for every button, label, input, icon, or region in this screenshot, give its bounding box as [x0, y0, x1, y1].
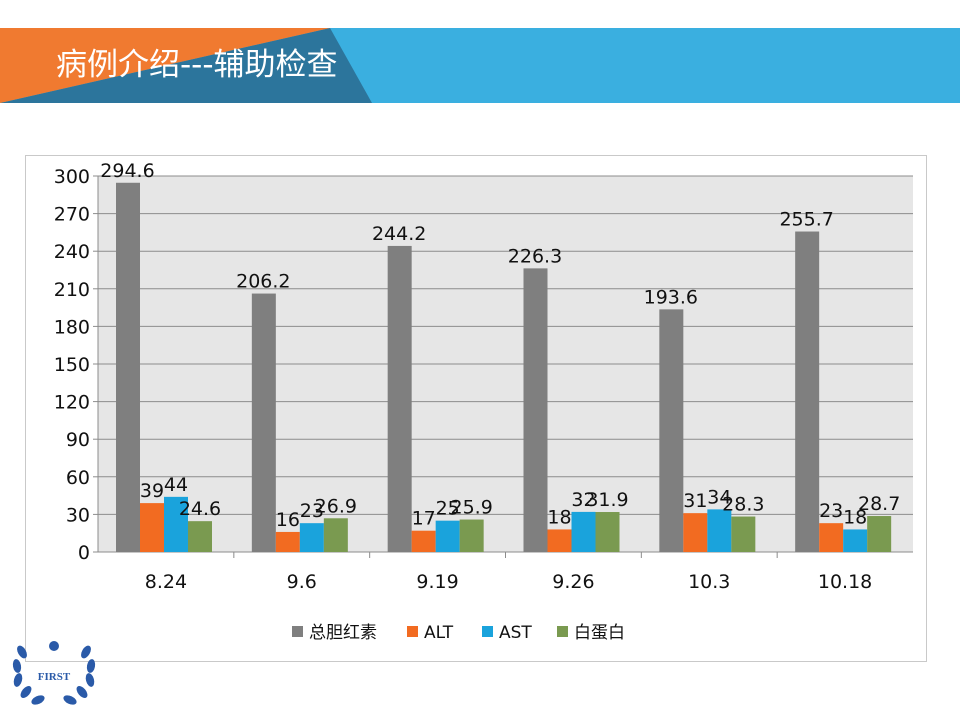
data-label: 44: [164, 474, 188, 496]
y-tick-label: 0: [78, 542, 90, 564]
data-label: 31.9: [586, 489, 628, 511]
data-label: 18: [843, 506, 867, 528]
bar-白蛋白: [323, 518, 348, 552]
data-label: 17: [412, 508, 436, 530]
x-tick-label: 8.24: [145, 571, 187, 593]
bar-总胆红素: [795, 231, 820, 552]
bar-总胆红素: [387, 245, 412, 552]
y-tick-label: 240: [54, 241, 90, 263]
legend-label: 白蛋白: [574, 623, 625, 643]
logo: FIRST: [8, 632, 100, 712]
data-label: 16: [276, 509, 300, 531]
data-label: 25.9: [451, 497, 493, 519]
bar-ALT: [547, 529, 572, 552]
laurel-leaves: [12, 641, 96, 705]
bar-AST: [571, 511, 596, 552]
data-label: 193.6: [644, 286, 698, 308]
y-tick-label: 90: [66, 429, 90, 451]
x-tick-label: 9.19: [416, 571, 458, 593]
bar-白蛋白: [731, 516, 756, 552]
data-label: 226.3: [508, 245, 562, 267]
data-label: 28.7: [858, 493, 900, 515]
bar-ALT: [140, 503, 164, 552]
bar-总胆红素: [251, 293, 276, 552]
bar-总胆红素: [659, 309, 684, 552]
x-tick-label: 10.3: [688, 571, 730, 593]
bar-白蛋白: [595, 512, 620, 552]
legend-swatch: [482, 626, 493, 637]
chart-container: 0 30 60 90 120 150 180 210 240 270 300 8.24 294.6 39 4…: [25, 155, 927, 662]
legend-label: ALT: [424, 623, 454, 643]
laurel-emblem-icon: FIRST: [12, 641, 96, 705]
bar-ALT: [819, 523, 844, 552]
bar-AST: [707, 509, 732, 552]
data-label: 34: [707, 486, 731, 508]
y-tick-label: 300: [54, 166, 90, 188]
x-tick-label: 10.18: [818, 571, 872, 593]
legend-swatch: [557, 626, 568, 637]
bar-白蛋白: [867, 516, 892, 552]
legend-swatch: [407, 626, 418, 637]
bar-AST: [843, 529, 868, 552]
slide-title: 病例介绍---辅助检查: [56, 47, 338, 83]
data-label: 32: [571, 489, 595, 511]
data-label: 206.2: [236, 271, 290, 293]
data-label: 23: [819, 500, 843, 522]
bar-白蛋白: [459, 519, 484, 552]
y-tick-label: 60: [66, 467, 90, 489]
bar-总胆红素: [523, 268, 548, 552]
y-tick-label: 30: [66, 504, 90, 526]
data-label: 25: [436, 498, 460, 520]
data-label: 244.2: [372, 223, 426, 245]
bar-AST: [299, 523, 324, 552]
y-tick-label: 210: [54, 279, 90, 301]
y-tick-label: 120: [54, 392, 90, 414]
data-label: 24.6: [179, 498, 221, 520]
y-tick-label: 270: [54, 204, 90, 226]
bar-AST: [164, 496, 188, 552]
banner-navy-wedge: [0, 28, 372, 103]
bar-AST: [435, 520, 460, 552]
bar-ALT: [683, 513, 708, 552]
x-tick-label: 9.6: [287, 571, 317, 593]
legend-label: 总胆红素: [309, 623, 377, 643]
data-label: 255.7: [779, 209, 833, 231]
x-tick-label: 9.26: [552, 571, 594, 593]
data-label: 31: [683, 490, 707, 512]
bar-ALT: [411, 530, 436, 552]
y-tick-label: 150: [54, 354, 90, 376]
legend-swatch: [292, 626, 303, 637]
data-label: 294.6: [100, 160, 154, 182]
title-banner: [0, 28, 960, 103]
bar-总胆红素: [116, 182, 140, 552]
data-label: 28.3: [722, 494, 764, 516]
data-label: 26.9: [315, 495, 357, 517]
legend-label: AST: [499, 623, 532, 643]
logo-text: FIRST: [38, 671, 71, 683]
data-label: 23: [300, 500, 324, 522]
data-label: 39: [140, 480, 164, 502]
bar-ALT: [275, 531, 300, 552]
banner-shapes: [0, 28, 960, 103]
bar-白蛋白: [188, 521, 212, 552]
bar-chart: 0 30 60 90 120 150 180 210 240 270 300 8.24 294.6 39 4…: [54, 160, 913, 643]
y-tick-label: 180: [54, 316, 90, 338]
banner-orange-wedge: [0, 28, 330, 103]
data-label: 18: [547, 506, 571, 528]
